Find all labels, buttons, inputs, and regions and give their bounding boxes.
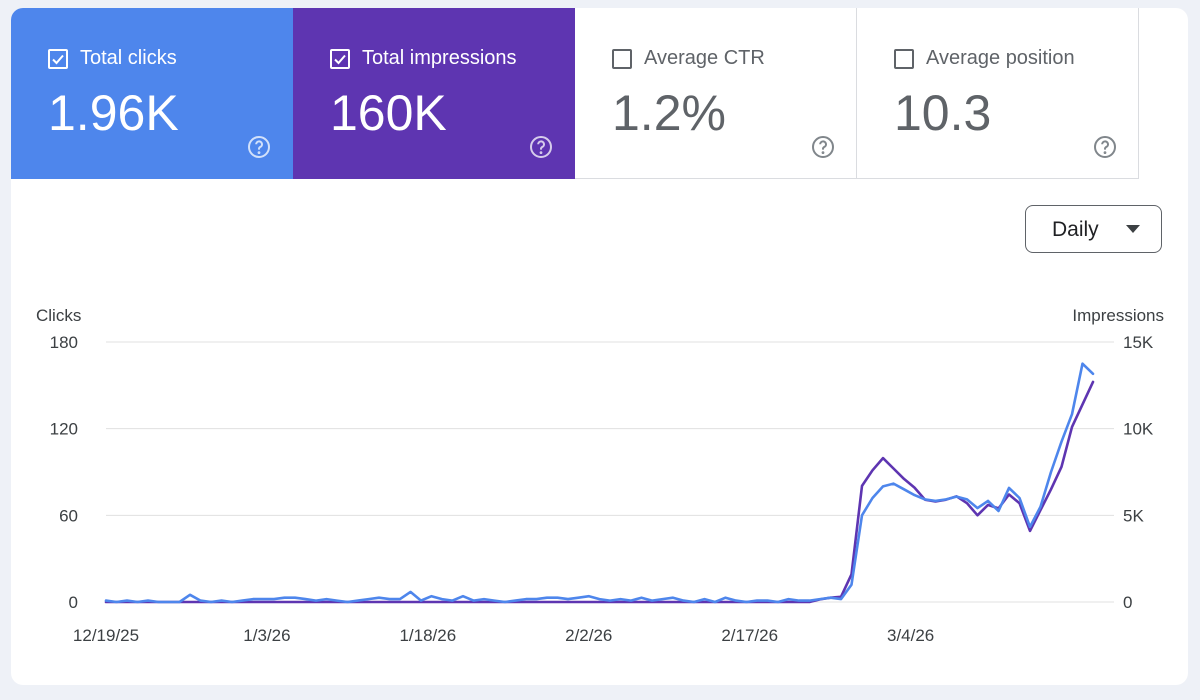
metric-label: Total clicks — [80, 47, 177, 69]
granularity-dropdown[interactable]: Daily — [1025, 205, 1162, 253]
metric-value: 1.96K — [48, 85, 179, 141]
metric-value: 10.3 — [894, 85, 992, 141]
metric-label: Average position — [926, 47, 1075, 69]
checkbox-unchecked-icon[interactable] — [894, 49, 914, 69]
metric-cards: Total clicks 1.96K Total impressions 160… — [11, 8, 1139, 179]
right-tick-label: 5K — [1123, 506, 1144, 525]
granularity-selected: Daily — [1052, 218, 1099, 241]
help-icon[interactable] — [811, 135, 835, 159]
metric-card-total-clicks[interactable]: Total clicks 1.96K — [11, 8, 293, 179]
metric-card-average-position[interactable]: Average position 10.3 — [857, 8, 1139, 179]
x-tick-label: 3/4/26 — [887, 626, 934, 645]
right-tick-label: 0 — [1123, 593, 1132, 612]
checkbox-unchecked-icon[interactable] — [612, 49, 632, 69]
metric-label: Total impressions — [362, 47, 517, 69]
right-tick-label: 15K — [1123, 333, 1154, 352]
checkbox-checked-icon[interactable] — [330, 49, 350, 69]
series-line-total-impressions — [104, 380, 1095, 604]
x-tick-label: 2/17/26 — [721, 626, 778, 645]
left-tick-label: 60 — [59, 506, 78, 525]
left-axis-title: Clicks — [36, 306, 81, 325]
x-tick-label: 12/19/25 — [73, 626, 139, 645]
chart-grid — [106, 341, 1114, 603]
performance-chart: Clicks Impressions 0 60 120 180 0 5K 10K 15K 1… — [36, 306, 1164, 645]
x-tick-label: 2/2/26 — [565, 626, 612, 645]
checkbox-checked-icon[interactable] — [48, 49, 68, 69]
metric-value: 1.2% — [612, 85, 726, 141]
metric-value: 160K — [330, 85, 447, 141]
metric-card-total-impressions[interactable]: Total impressions 160K — [293, 8, 575, 179]
right-axis-title: Impressions — [1072, 306, 1164, 325]
left-tick-label: 0 — [69, 593, 78, 612]
left-tick-label: 180 — [50, 333, 78, 352]
left-tick-label: 120 — [50, 420, 78, 439]
x-tick-label: 1/18/26 — [399, 626, 456, 645]
metric-card-average-ctr[interactable]: Average CTR 1.2% — [575, 8, 857, 179]
right-tick-label: 10K — [1123, 420, 1154, 439]
right-axis-ticks: 0 5K 10K 15K — [1123, 333, 1154, 612]
help-icon[interactable] — [247, 135, 271, 159]
help-icon[interactable] — [1093, 135, 1117, 159]
x-tick-label: 1/3/26 — [243, 626, 290, 645]
performance-panel: Total clicks 1.96K Total impressions 160… — [11, 8, 1188, 685]
left-axis-ticks: 0 60 120 180 — [50, 333, 78, 612]
metric-label: Average CTR — [644, 47, 765, 69]
series-line-total-clicks — [104, 362, 1095, 604]
x-axis-ticks: 12/19/25 1/3/26 1/18/26 2/2/26 2/17/26 3/4/26 — [73, 626, 934, 645]
chart-series — [104, 362, 1095, 604]
help-icon[interactable] — [529, 135, 553, 159]
caret-down-icon — [1126, 225, 1140, 233]
